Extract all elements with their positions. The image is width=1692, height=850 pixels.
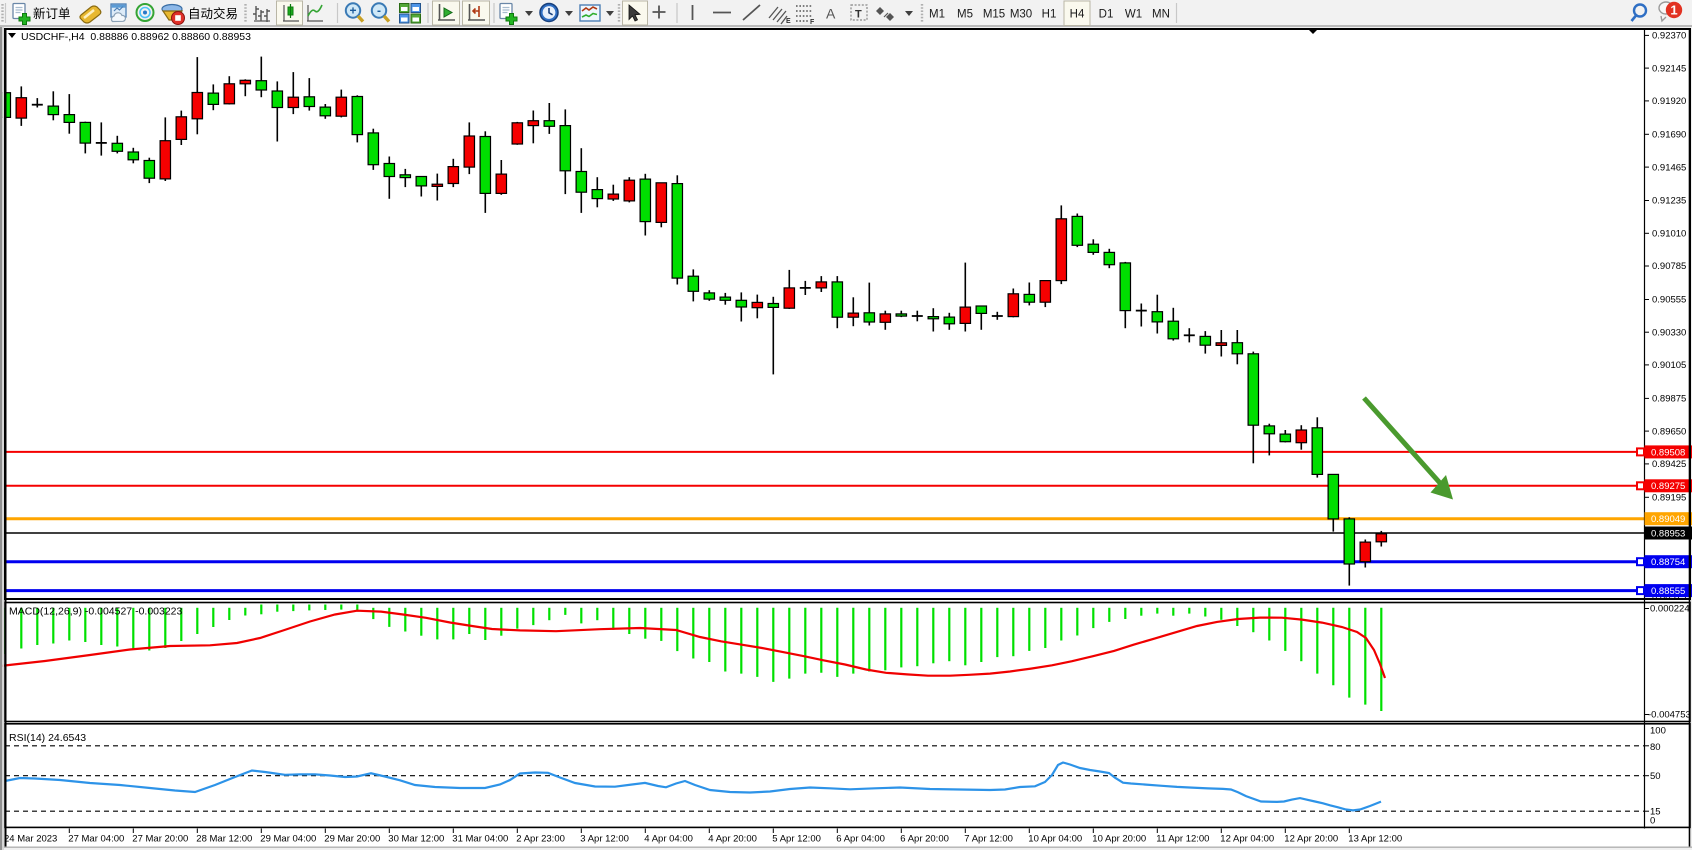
svg-text:80: 80 (1650, 742, 1661, 753)
svg-text:0.89508: 0.89508 (1651, 447, 1685, 458)
svg-text:13 Apr 12:00: 13 Apr 12:00 (1348, 834, 1402, 845)
svg-text:29 Mar 04:00: 29 Mar 04:00 (260, 834, 316, 845)
svg-text:A: A (826, 6, 836, 22)
svg-text:4 Apr 04:00: 4 Apr 04:00 (644, 834, 693, 845)
svg-text:0.89049: 0.89049 (1651, 514, 1685, 525)
svg-text:0.91920: 0.91920 (1652, 96, 1686, 107)
svg-text:H4: H4 (1070, 9, 1085, 21)
svg-text:0.89425: 0.89425 (1652, 459, 1686, 470)
svg-text:0.89650: 0.89650 (1652, 426, 1686, 437)
svg-text:H1: H1 (1042, 9, 1057, 21)
svg-text:RSI(14) 24.6543: RSI(14) 24.6543 (9, 732, 86, 744)
svg-text:4 Apr 20:00: 4 Apr 20:00 (708, 834, 757, 845)
svg-text:0.88953: 0.88953 (1651, 528, 1685, 539)
svg-text:0.91465: 0.91465 (1652, 162, 1686, 173)
svg-text:0.91235: 0.91235 (1652, 196, 1686, 207)
svg-text:6 Apr 20:00: 6 Apr 20:00 (900, 834, 949, 845)
svg-text:0.000224: 0.000224 (1650, 604, 1690, 615)
svg-text:6 Apr 04:00: 6 Apr 04:00 (836, 834, 885, 845)
svg-text:新订单: 新订单 (33, 6, 71, 21)
svg-text:0.88754: 0.88754 (1651, 557, 1685, 568)
svg-text:0.89275: 0.89275 (1651, 481, 1685, 492)
svg-text:24 Mar 2023: 24 Mar 2023 (4, 834, 57, 845)
svg-text:1: 1 (1670, 3, 1677, 18)
svg-text:E: E (786, 18, 791, 25)
svg-text:D1: D1 (1099, 9, 1114, 21)
svg-text:10 Apr 20:00: 10 Apr 20:00 (1092, 834, 1146, 845)
svg-text:50: 50 (1650, 771, 1661, 782)
svg-text:M30: M30 (1010, 9, 1032, 21)
svg-text:5 Apr 12:00: 5 Apr 12:00 (772, 834, 821, 845)
svg-text:M15: M15 (983, 9, 1005, 21)
svg-text:0.92370: 0.92370 (1652, 31, 1686, 42)
svg-text:12 Apr 20:00: 12 Apr 20:00 (1284, 834, 1338, 845)
svg-text:0.92145: 0.92145 (1652, 63, 1686, 74)
svg-text:0: 0 (1650, 816, 1655, 827)
svg-text:29 Mar 20:00: 29 Mar 20:00 (324, 834, 380, 845)
svg-text:3 Apr 12:00: 3 Apr 12:00 (580, 834, 629, 845)
svg-text:0.91690: 0.91690 (1652, 130, 1686, 141)
svg-text:0.90330: 0.90330 (1652, 327, 1686, 338)
svg-text:2 Apr 23:00: 2 Apr 23:00 (516, 834, 565, 845)
svg-text:USDCHF-,H4 0.88886 0.88962 0.: USDCHF-,H4 0.88886 0.88962 0.88860 0.889… (21, 31, 251, 43)
svg-text:0.90105: 0.90105 (1652, 360, 1686, 371)
svg-text:W1: W1 (1125, 9, 1142, 21)
svg-text:31 Mar 04:00: 31 Mar 04:00 (452, 834, 508, 845)
svg-text:27 Mar 20:00: 27 Mar 20:00 (132, 834, 188, 845)
svg-text:T: T (855, 9, 862, 21)
svg-text:0.90785: 0.90785 (1652, 261, 1686, 272)
svg-text:F: F (810, 19, 815, 26)
svg-text:-: - (377, 4, 381, 18)
svg-text:M5: M5 (957, 9, 973, 21)
svg-text:0.90555: 0.90555 (1652, 295, 1686, 306)
svg-text:0.89875: 0.89875 (1652, 394, 1686, 405)
svg-text:自动交易: 自动交易 (188, 6, 238, 21)
svg-text:100: 100 (1650, 726, 1666, 737)
svg-text:0.88555: 0.88555 (1651, 586, 1685, 597)
svg-text:+: + (349, 4, 356, 18)
svg-text:10 Apr 04:00: 10 Apr 04:00 (1028, 834, 1082, 845)
svg-text:MN: MN (1152, 9, 1170, 21)
svg-text:27 Mar 04:00: 27 Mar 04:00 (68, 834, 124, 845)
svg-text:11 Apr 12:00: 11 Apr 12:00 (1156, 834, 1209, 845)
svg-text:12 Apr 04:00: 12 Apr 04:00 (1220, 834, 1274, 845)
svg-text:30 Mar 12:00: 30 Mar 12:00 (388, 834, 444, 845)
svg-text:28 Mar 12:00: 28 Mar 12:00 (196, 834, 252, 845)
svg-text:-0.004753: -0.004753 (1648, 710, 1691, 721)
svg-text:MACD(12,26,9) -0.004527 -0.003: MACD(12,26,9) -0.004527 -0.003223 (9, 606, 183, 618)
svg-text:15: 15 (1650, 806, 1661, 817)
svg-text:M1: M1 (929, 9, 945, 21)
svg-text:0.89195: 0.89195 (1652, 493, 1686, 504)
svg-text:7 Apr 12:00: 7 Apr 12:00 (964, 834, 1013, 845)
svg-text:0.91010: 0.91010 (1652, 229, 1686, 240)
